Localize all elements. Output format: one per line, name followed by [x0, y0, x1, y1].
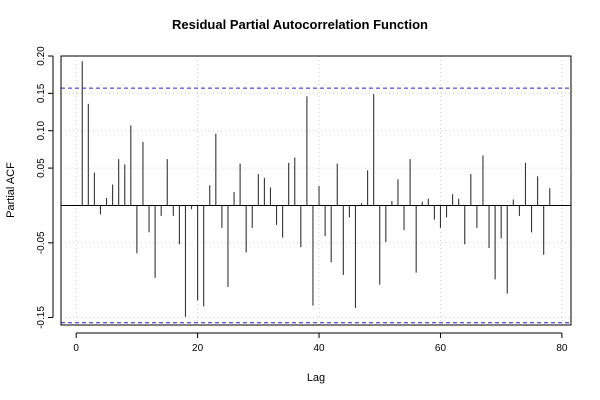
x-tick-label: 20 — [192, 343, 204, 354]
y-axis: -0.15 -0.05 0.05 0.10 0.15 0.20 — [36, 46, 54, 329]
pacf-bars — [81, 61, 551, 317]
chart-title: Residual Partial Autocorrelation Functio… — [172, 17, 428, 32]
y-axis-label: Partial ACF — [5, 162, 17, 218]
x-tick-label: 80 — [556, 343, 568, 354]
x-axis: 0 20 40 60 80 — [73, 332, 568, 354]
y-tick-label: 0.05 — [36, 158, 47, 178]
x-tick-label: 40 — [313, 343, 325, 354]
x-tick-label: 60 — [435, 343, 447, 354]
confidence-bounds — [61, 87, 571, 324]
y-tick-label: -0.05 — [36, 231, 47, 254]
plot-frame — [60, 55, 572, 326]
grid — [61, 55, 571, 325]
y-tick-label: -0.15 — [36, 306, 47, 329]
y-tick-label: 0.10 — [36, 121, 47, 141]
x-axis-label: Lag — [307, 372, 325, 384]
y-tick-label: 0.15 — [36, 83, 47, 103]
y-tick-label: 0.20 — [36, 46, 47, 66]
x-tick-label: 0 — [73, 343, 79, 354]
